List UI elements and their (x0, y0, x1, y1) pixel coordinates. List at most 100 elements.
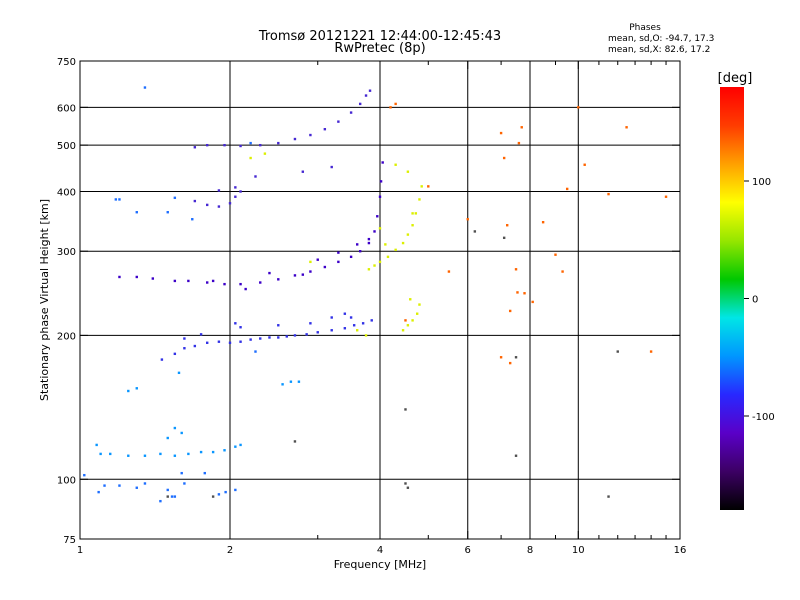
data-point (259, 281, 262, 284)
y-tick-label: 400 (57, 187, 76, 198)
data-point (607, 495, 610, 498)
data-point (223, 143, 226, 147)
data-point (293, 274, 297, 277)
data-point (404, 482, 407, 485)
data-point (367, 237, 371, 241)
data-point (316, 258, 319, 261)
data-point (406, 233, 410, 236)
x-axis-label: Frequency [MHz] (334, 558, 426, 571)
data-point (211, 495, 215, 498)
data-point (199, 450, 203, 454)
data-point (127, 454, 130, 457)
data-point (277, 336, 280, 339)
data-point (394, 248, 397, 252)
data-point (244, 287, 247, 291)
data-point (239, 326, 242, 329)
data-point (309, 133, 312, 137)
data-point (389, 106, 392, 109)
data-point (193, 344, 197, 348)
colorbar-tick-label: -100 (752, 412, 775, 423)
data-point (199, 333, 203, 336)
data-point (401, 329, 405, 332)
x-tick-label: 10 (572, 545, 585, 556)
data-point (508, 361, 512, 365)
data-point (337, 120, 340, 123)
data-point (160, 358, 164, 361)
data-point (577, 106, 580, 109)
data-point (349, 255, 353, 259)
data-point (143, 482, 147, 485)
data-point (520, 126, 523, 129)
data-point (337, 260, 340, 264)
data-point (127, 389, 130, 393)
data-point (217, 340, 221, 343)
data-point (166, 211, 169, 214)
data-point (649, 350, 653, 353)
data-point (234, 195, 237, 198)
data-point (411, 212, 414, 215)
data-point (561, 270, 564, 273)
data-point (427, 185, 430, 188)
data-point (285, 335, 288, 338)
data-point (409, 298, 412, 301)
data-point (406, 486, 410, 489)
data-point (254, 175, 257, 178)
data-point (211, 279, 215, 283)
colorbar-ticks: 100 0 -100 (744, 177, 775, 423)
data-point (343, 312, 347, 315)
data-point (447, 270, 451, 273)
data-point (180, 431, 183, 435)
data-point (205, 341, 209, 344)
data-point (234, 488, 237, 492)
data-point (367, 268, 371, 271)
data-point (249, 338, 252, 341)
data-point (364, 94, 368, 97)
data-point (239, 443, 242, 447)
chart-subtitle: RwPretec (8p) (334, 41, 425, 56)
data-point (180, 471, 183, 475)
data-point (135, 486, 138, 489)
x-tick-label: 8 (527, 545, 533, 556)
data-point (523, 292, 526, 295)
data-points (83, 86, 668, 503)
data-point (349, 316, 353, 319)
data-point (664, 195, 668, 198)
data-point (183, 482, 186, 485)
data-point (224, 490, 227, 494)
data-point (263, 152, 267, 155)
stats-heading: Phases (629, 23, 661, 33)
data-point (514, 268, 518, 271)
data-point (187, 279, 190, 283)
y-tick-label: 100 (57, 475, 76, 486)
data-point (367, 241, 371, 245)
data-point (297, 380, 301, 383)
data-point (373, 264, 376, 267)
y-tick-label: 500 (57, 141, 76, 152)
data-point (249, 156, 252, 160)
data-point (187, 452, 190, 456)
data-point (159, 499, 162, 503)
data-point (316, 331, 319, 334)
data-point (217, 493, 221, 496)
data-point (330, 316, 333, 319)
data-point (358, 102, 362, 106)
data-point (95, 443, 98, 447)
data-point (228, 202, 232, 205)
data-point (254, 350, 257, 353)
data-point (203, 471, 206, 475)
data-point (499, 131, 503, 135)
stats-line-o: mean, sd,O: -94.7, 17.3 (608, 34, 714, 44)
data-point (193, 146, 197, 149)
grid-lines (80, 61, 680, 539)
data-point (368, 89, 372, 92)
data-point (277, 141, 280, 145)
data-point (293, 334, 297, 337)
data-point (159, 452, 162, 456)
axis-ticks: 1 2 4 6 8 10 16 75 100 200 300 400 500 600 750 (57, 57, 686, 556)
data-point (170, 495, 174, 498)
colorbar (720, 87, 744, 510)
data-point (183, 347, 186, 350)
data-point (323, 127, 327, 131)
data-point (384, 243, 387, 246)
